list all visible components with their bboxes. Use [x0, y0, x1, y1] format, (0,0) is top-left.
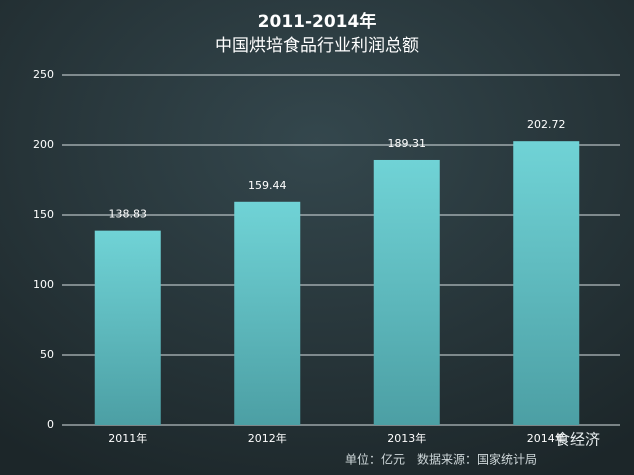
bar — [234, 201, 301, 425]
bar — [513, 141, 580, 425]
y-tick-label: 50 — [40, 348, 54, 361]
chart-subtitle: 中国烘培食品行业利润总额 — [215, 36, 419, 56]
x-tick-label: 2011年 — [108, 431, 147, 445]
y-tick-label: 150 — [33, 208, 54, 221]
bar — [373, 159, 440, 425]
data-label: 138.83 — [109, 208, 148, 221]
data-label: 159.44 — [248, 179, 287, 192]
y-tick-label: 100 — [33, 278, 54, 291]
source-note: 单位：亿元 数据来源：国家统计局 — [345, 452, 537, 467]
chart-title: 2011-2014年 — [258, 11, 377, 32]
y-tick-label: 250 — [33, 68, 54, 81]
x-tick-label: 2012年 — [248, 431, 287, 445]
x-tick-label: 2013年 — [387, 431, 426, 445]
x-tick-label: 2014年 — [527, 431, 566, 445]
y-tick-label: 0 — [47, 418, 54, 431]
watermark: 食经济 — [555, 431, 600, 449]
y-tick-label: 200 — [33, 138, 54, 151]
data-label: 189.31 — [388, 137, 427, 150]
data-label: 202.72 — [527, 118, 566, 131]
bar — [94, 230, 161, 425]
